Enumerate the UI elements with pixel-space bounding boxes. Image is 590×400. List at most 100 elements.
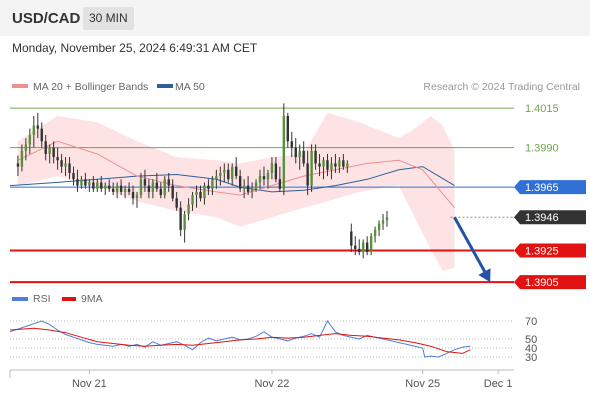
candle	[167, 172, 170, 192]
candle	[139, 172, 143, 199]
candle	[143, 169, 147, 192]
candle	[342, 153, 345, 170]
candle-body	[242, 185, 246, 189]
candle-body	[163, 179, 166, 196]
candle	[306, 150, 309, 196]
candle	[44, 134, 47, 161]
candle	[326, 153, 329, 177]
candle-body	[104, 185, 107, 189]
ma50-legend-label: MA 50	[175, 81, 205, 93]
candle-body	[346, 163, 349, 167]
candle	[262, 166, 266, 186]
rsi-legend: RSI 9MA	[12, 293, 103, 305]
header-bar: USD/CAD 30 MIN	[0, 0, 590, 36]
candle	[127, 182, 131, 196]
candle	[108, 179, 111, 192]
candle-body	[361, 242, 365, 253]
candle	[246, 176, 250, 196]
candle	[302, 141, 305, 167]
candle	[96, 179, 99, 192]
candle-body	[342, 160, 345, 167]
candle	[258, 169, 262, 189]
ma50-line	[9, 166, 455, 193]
candle-body	[350, 231, 353, 246]
candle-body	[68, 163, 71, 173]
candle	[24, 138, 28, 161]
candle	[56, 147, 59, 170]
candle-body	[385, 217, 389, 221]
candle-body	[115, 185, 119, 192]
candle	[238, 169, 242, 192]
candle	[64, 157, 67, 177]
level-label-2: 1.3965	[525, 182, 559, 194]
candle	[159, 182, 163, 199]
candle	[377, 220, 381, 237]
candle-body	[262, 176, 266, 180]
candle-body	[151, 182, 155, 192]
candle-body	[147, 185, 151, 192]
rsi-tick-70: 70	[525, 316, 537, 328]
rsi-legend-swatch	[12, 297, 28, 301]
candle-body	[254, 182, 258, 189]
level-label-0: 1.4015	[525, 103, 559, 115]
bollinger-band	[17, 112, 455, 271]
candle-body	[183, 214, 186, 230]
candle	[72, 166, 75, 186]
candle	[32, 115, 36, 148]
candle-body	[231, 166, 234, 180]
candle	[294, 138, 297, 164]
candle	[179, 201, 182, 237]
rsi-line	[9, 320, 471, 358]
candle	[68, 157, 71, 180]
candle-body	[373, 229, 377, 237]
candle	[346, 160, 349, 173]
candle-body	[171, 185, 174, 199]
candle	[16, 155, 20, 177]
candle	[175, 191, 178, 211]
candle	[381, 214, 385, 230]
candle-body	[258, 176, 262, 183]
candle-body	[227, 169, 230, 180]
rsi-tick-30: 30	[525, 352, 537, 364]
candle	[187, 198, 190, 221]
x-tick-label-2: Nov 25	[405, 378, 440, 390]
candle	[290, 131, 293, 158]
candle	[215, 169, 218, 189]
candle-body	[167, 179, 170, 186]
candle-body	[266, 172, 270, 180]
candle-body	[219, 172, 222, 177]
candle-body	[131, 191, 135, 199]
candle	[318, 153, 321, 177]
candle-body	[155, 182, 159, 189]
candle	[235, 157, 238, 180]
candle-body	[310, 150, 313, 186]
candle-body	[48, 147, 51, 154]
candle	[282, 103, 286, 196]
candle	[28, 128, 32, 154]
candle	[227, 163, 230, 183]
candle	[80, 176, 83, 189]
candle-body	[314, 150, 317, 164]
candle-body	[159, 188, 163, 196]
candle	[123, 185, 127, 199]
candle	[191, 191, 194, 211]
candle-body	[52, 147, 55, 158]
level-tag-5	[514, 275, 586, 290]
ma20-legend-label: MA 20 + Bollinger Bands	[33, 81, 148, 93]
candle	[330, 157, 333, 180]
candle	[151, 179, 155, 199]
candle	[369, 233, 373, 256]
candle	[207, 179, 210, 196]
candle	[135, 191, 139, 208]
level-label-1: 1.3990	[525, 143, 559, 155]
level-tag-3	[514, 210, 586, 225]
candle-body	[143, 179, 147, 186]
candle	[354, 236, 357, 256]
candle	[76, 169, 79, 192]
timestamp: Monday, November 25, 2024 6:49:31 AM CET	[12, 41, 258, 55]
candle-body	[294, 147, 297, 158]
timeframe-badge[interactable]: 30 MIN	[83, 7, 134, 30]
candle-body	[354, 245, 357, 249]
candle-body	[32, 125, 36, 135]
price-panel: 1.4015 1.3990 1.3965 1.3946 1.3925 1.3905	[9, 103, 586, 290]
